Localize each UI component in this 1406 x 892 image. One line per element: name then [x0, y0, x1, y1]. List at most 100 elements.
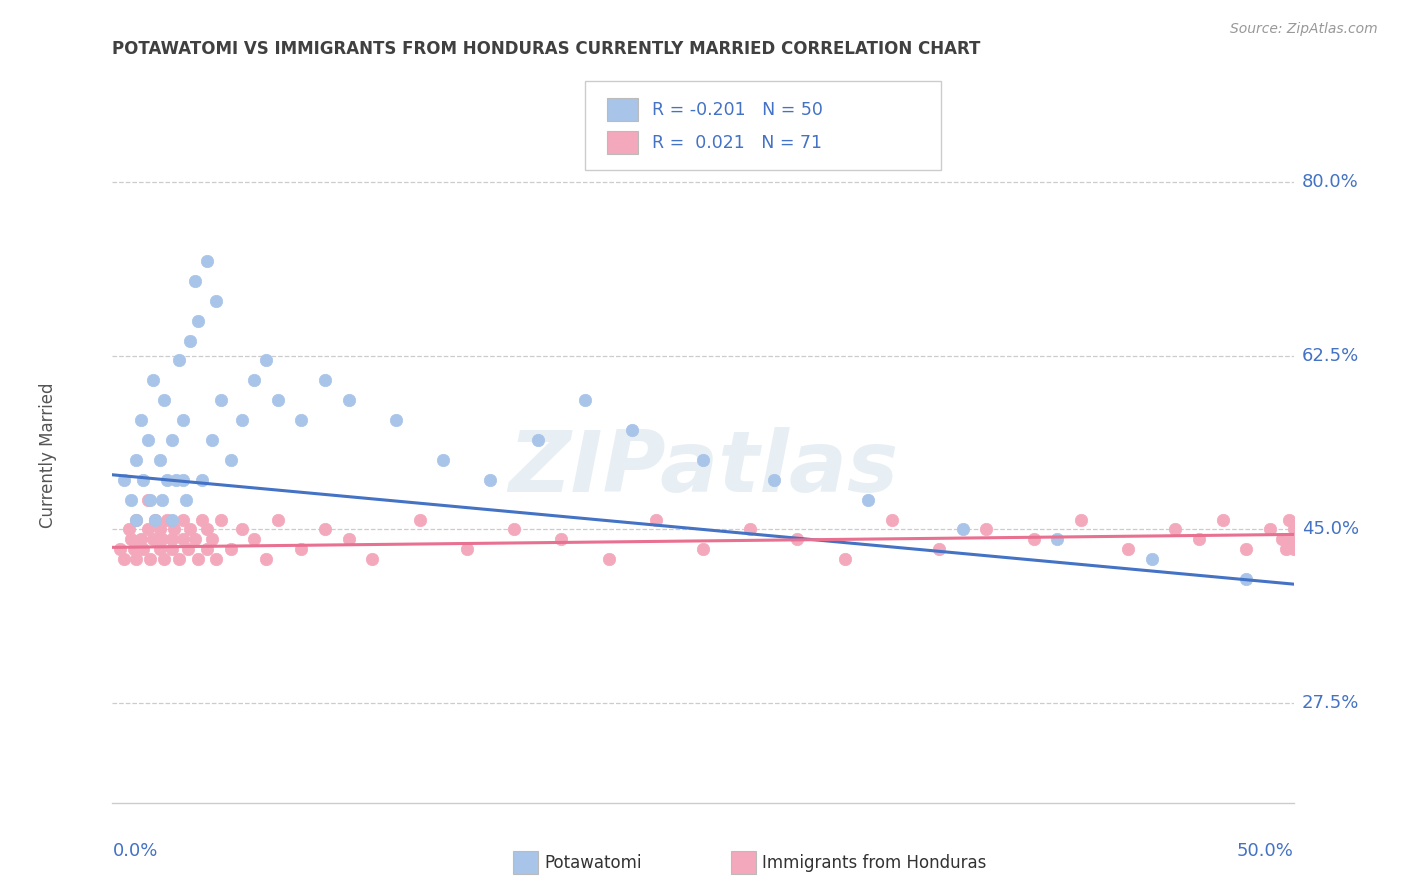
Point — [153, 552, 176, 566]
Point — [132, 542, 155, 557]
Point — [314, 373, 336, 387]
Point — [174, 492, 197, 507]
Point — [1188, 533, 1211, 547]
Point — [177, 542, 200, 557]
Point — [503, 523, 526, 537]
Point — [231, 523, 253, 537]
Point — [149, 542, 172, 557]
Point — [179, 523, 201, 537]
Point — [1070, 512, 1092, 526]
Point — [160, 542, 183, 557]
Text: 45.0%: 45.0% — [1302, 520, 1360, 539]
Point — [1212, 512, 1234, 526]
Text: ZIPatlas: ZIPatlas — [508, 427, 898, 510]
Point — [267, 512, 290, 526]
Point — [186, 314, 208, 328]
Point — [125, 512, 148, 526]
Point — [205, 293, 228, 308]
Point — [195, 542, 218, 557]
Point — [118, 523, 141, 537]
Point — [172, 512, 194, 526]
Point — [574, 393, 596, 408]
Point — [219, 542, 242, 557]
Point — [195, 523, 218, 537]
Point — [834, 552, 856, 566]
Point — [267, 393, 290, 408]
Point — [205, 552, 228, 566]
Point — [290, 542, 312, 557]
Point — [191, 473, 214, 487]
Point — [149, 453, 172, 467]
Point — [179, 334, 201, 348]
Point — [1164, 523, 1187, 537]
Point — [160, 433, 183, 447]
Point — [143, 512, 166, 526]
Point — [201, 533, 224, 547]
Point — [1275, 542, 1298, 557]
Point — [201, 433, 224, 447]
Text: Source: ZipAtlas.com: Source: ZipAtlas.com — [1230, 22, 1378, 37]
Point — [290, 413, 312, 427]
Point — [231, 413, 253, 427]
Text: 50.0%: 50.0% — [1237, 842, 1294, 860]
Point — [149, 523, 172, 537]
Point — [1271, 533, 1294, 547]
Point — [1140, 552, 1163, 566]
Point — [254, 353, 277, 368]
Point — [1234, 542, 1257, 557]
Point — [142, 533, 165, 547]
Point — [186, 552, 208, 566]
Point — [1278, 512, 1301, 526]
Text: 0.0%: 0.0% — [112, 842, 157, 860]
Point — [1046, 533, 1069, 547]
Point — [361, 552, 384, 566]
Point — [112, 552, 135, 566]
Point — [1022, 533, 1045, 547]
Point — [762, 473, 785, 487]
Point — [219, 453, 242, 467]
Point — [150, 533, 173, 547]
Point — [172, 413, 194, 427]
Point — [184, 274, 207, 288]
Point — [644, 512, 666, 526]
Point — [120, 492, 142, 507]
Text: Potawatomi: Potawatomi — [544, 854, 641, 871]
Point — [163, 523, 186, 537]
Point — [526, 433, 548, 447]
Point — [112, 473, 135, 487]
Point — [143, 512, 166, 526]
Point — [165, 473, 187, 487]
Text: 62.5%: 62.5% — [1302, 346, 1360, 365]
Point — [136, 492, 159, 507]
Point — [432, 453, 454, 467]
Point — [692, 453, 714, 467]
Point — [456, 542, 478, 557]
Point — [153, 393, 176, 408]
Point — [150, 492, 173, 507]
Text: Currently Married: Currently Married — [38, 382, 56, 528]
Point — [139, 492, 162, 507]
Point — [167, 552, 190, 566]
Point — [786, 533, 808, 547]
Point — [243, 373, 266, 387]
Point — [122, 542, 145, 557]
Point — [209, 512, 232, 526]
Point — [337, 393, 360, 408]
Point — [1279, 533, 1302, 547]
Text: R = -0.201   N = 50: R = -0.201 N = 50 — [652, 101, 824, 119]
Point — [1258, 523, 1281, 537]
Point — [1282, 542, 1305, 557]
Point — [167, 353, 190, 368]
Point — [1234, 572, 1257, 586]
Point — [156, 473, 179, 487]
Point — [209, 393, 232, 408]
Point — [132, 473, 155, 487]
Point — [1116, 542, 1139, 557]
Point — [129, 413, 152, 427]
Point — [125, 512, 148, 526]
Point — [125, 552, 148, 566]
Point — [928, 542, 950, 557]
Point — [254, 552, 277, 566]
Text: 27.5%: 27.5% — [1302, 694, 1360, 713]
Point — [692, 542, 714, 557]
